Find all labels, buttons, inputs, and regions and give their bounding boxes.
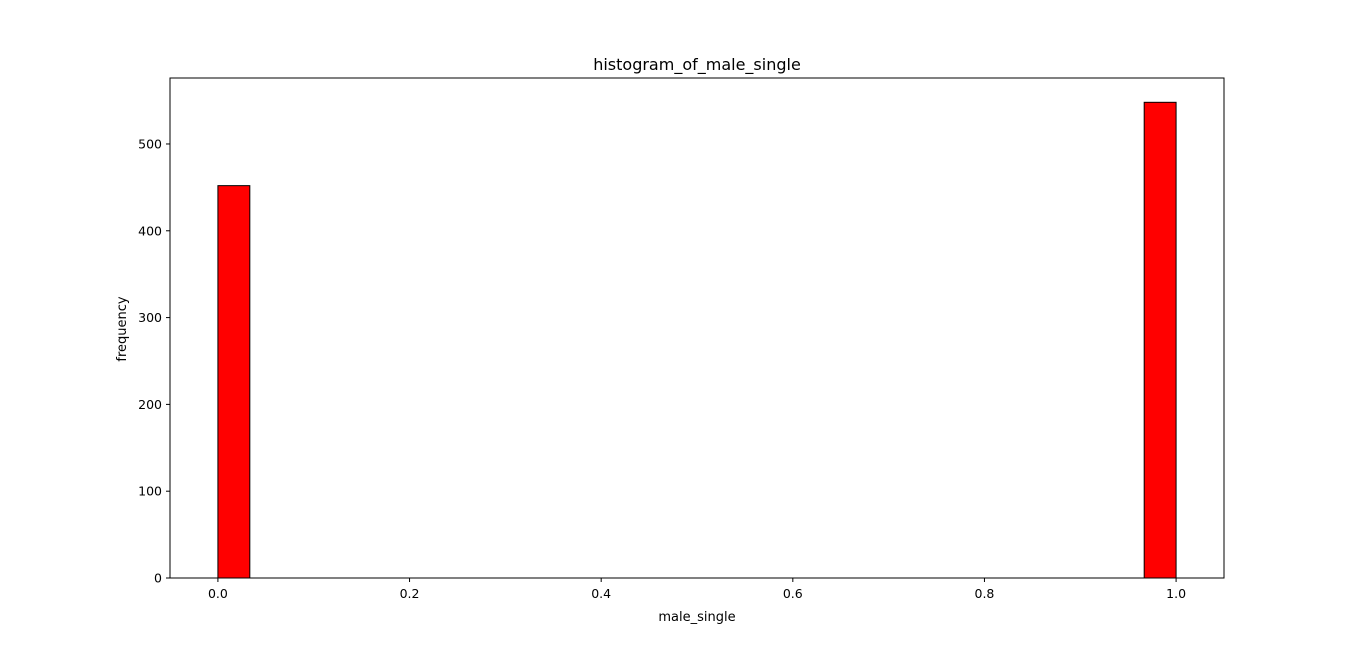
y-tick-label: 200 bbox=[138, 397, 162, 412]
x-tick-label: 0.6 bbox=[783, 586, 803, 601]
plot-frame bbox=[169, 77, 1225, 579]
x-tick-label: 0.0 bbox=[208, 586, 228, 601]
histogram-bar-0 bbox=[217, 185, 251, 579]
x-axis-ticks: 0.0 0.2 0.4 0.6 0.8 1.0 bbox=[208, 578, 1186, 601]
y-tick-label: 100 bbox=[138, 484, 162, 499]
histogram-bar-1 bbox=[1143, 101, 1177, 579]
chart-title: histogram_of_male_single bbox=[593, 55, 801, 75]
x-axis-label: male_single bbox=[658, 610, 735, 625]
x-tick-label: 1.0 bbox=[1166, 586, 1186, 601]
bars-group bbox=[217, 101, 1177, 579]
y-axis-ticks: 0 100 200 300 400 500 bbox=[138, 136, 170, 586]
y-tick-label: 0 bbox=[154, 571, 162, 586]
x-tick-label: 0.2 bbox=[400, 586, 420, 601]
y-axis-label: frequency bbox=[115, 296, 130, 362]
x-tick-label: 0.8 bbox=[975, 586, 995, 601]
y-tick-label: 500 bbox=[138, 136, 162, 151]
y-tick-label: 300 bbox=[138, 310, 162, 325]
y-tick-label: 400 bbox=[138, 223, 162, 238]
x-tick-label: 0.4 bbox=[591, 586, 611, 601]
